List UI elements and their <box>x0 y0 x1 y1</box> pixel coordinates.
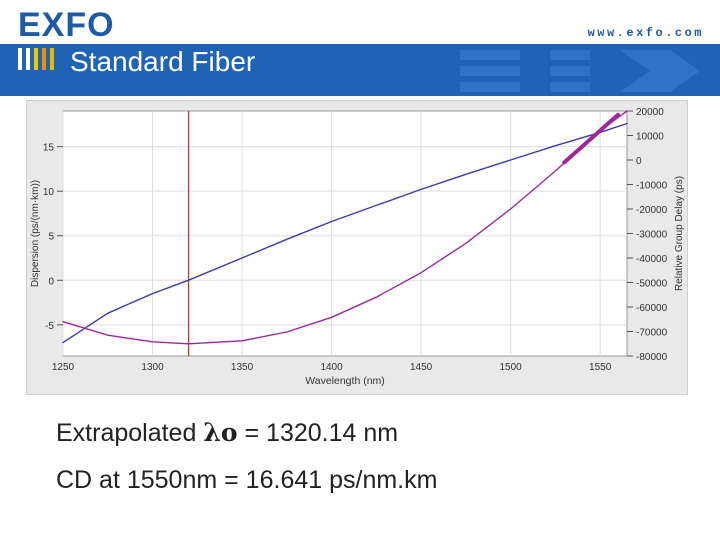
x-tick-label: 1500 <box>499 362 522 373</box>
y-tick-label: 10 <box>43 187 55 198</box>
y-tick-label: 0 <box>48 276 54 287</box>
y2-tick-label: -20000 <box>636 205 668 216</box>
cd-caption: CD at 1550nm = 16.641 ps/nm.km <box>56 466 438 494</box>
zero-dispersion-caption: Extrapolated λo = 1320.14 nm <box>56 418 398 448</box>
y2-tick-label: -30000 <box>636 230 668 241</box>
stripes-icon <box>18 48 66 70</box>
lambda-zero-symbol: λo <box>203 418 238 447</box>
x-tick-label: 1450 <box>410 362 433 373</box>
y-axis-label: Dispersion (ps/(nm·km)) <box>30 180 41 287</box>
exfo-logo: EXFO <box>18 6 115 44</box>
x-tick-label: 1250 <box>52 362 75 373</box>
wave-watermark-icon <box>460 50 700 92</box>
dispersion-series <box>62 122 628 344</box>
y-tick-label: -5 <box>45 321 54 332</box>
y-tick-label: 15 <box>43 143 55 154</box>
caption-prefix: Extrapolated <box>56 419 204 447</box>
y2-tick-label: -70000 <box>636 328 668 339</box>
group-delay-fit-series <box>562 112 620 165</box>
plot-area <box>62 110 628 357</box>
y2-tick-label: -50000 <box>636 279 668 290</box>
x-axis-label: Wavelength (nm) <box>305 375 385 387</box>
page-title: Standard Fiber <box>70 46 256 77</box>
chart-panel: 1250 1300 1350 1400 1450 1500 1550 -5 0 5 10 15 -800… <box>26 100 688 395</box>
y2-tick-label: 0 <box>636 156 642 167</box>
y2-tick-label: -60000 <box>636 303 668 314</box>
website-url: www.exfo.com <box>587 26 704 40</box>
y-tick-label: 5 <box>48 232 54 243</box>
caption-suffix: = 1320.14 nm <box>237 419 399 447</box>
y2-tick-label: -40000 <box>636 254 668 265</box>
y2-tick-label: -10000 <box>636 181 668 192</box>
title-bar: Standard Fiber <box>0 44 720 96</box>
x-tick-label: 1300 <box>141 362 164 373</box>
y2-tick-label: 20000 <box>636 107 664 118</box>
y2-tick-label: -80000 <box>636 352 668 363</box>
y2-tick-label: 10000 <box>636 132 664 143</box>
dispersion-chart: 1250 1300 1350 1400 1450 1500 1550 -5 0 5 10 15 -800… <box>30 107 685 387</box>
y2-axis-label: Relative Group Delay (ps) <box>674 176 685 291</box>
x-tick-label: 1350 <box>231 362 254 373</box>
x-tick-label: 1400 <box>320 362 343 373</box>
x-tick-label: 1550 <box>589 362 612 373</box>
group-delay-series <box>62 110 628 345</box>
